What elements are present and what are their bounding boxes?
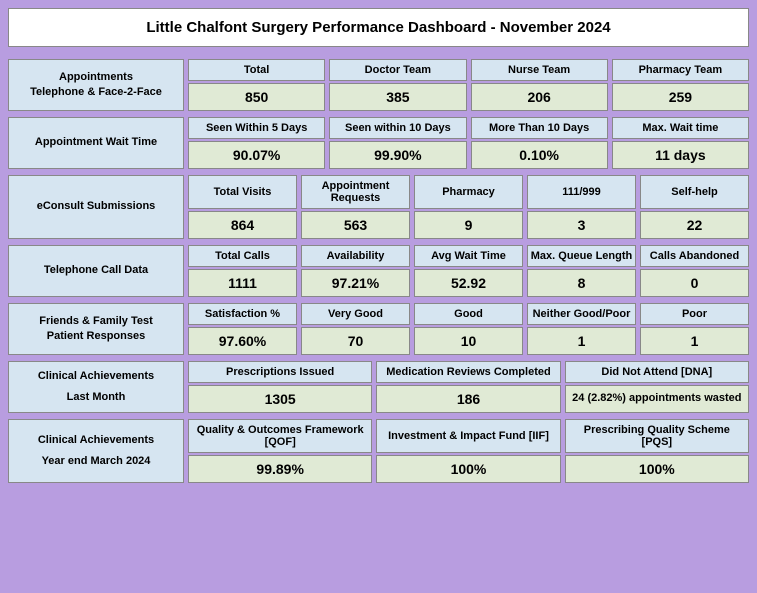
value-cell: 563 — [301, 211, 410, 239]
label-line: Telephone & Face-2-Face — [30, 85, 162, 100]
value-cell: 206 — [471, 83, 608, 111]
col-header: Very Good — [301, 303, 410, 325]
value-cell: 1 — [640, 327, 749, 355]
col-header: Max. Wait time — [612, 117, 749, 139]
appointments-label: Appointments Telephone & Face-2-Face — [8, 59, 184, 111]
section-telephone: Telephone Call Data Total Calls Availabi… — [8, 245, 749, 297]
telephone-label: Telephone Call Data — [8, 245, 184, 297]
value-cell: 186 — [376, 385, 560, 413]
col-header: Quality & Outcomes Framework [QOF] — [188, 419, 372, 453]
col-header: Poor — [640, 303, 749, 325]
value-cell: 100% — [376, 455, 560, 483]
appointments-grid: Total Doctor Team Nurse Team Pharmacy Te… — [188, 59, 749, 111]
col-header: Pharmacy Team — [612, 59, 749, 81]
clinical-month-label: Clinical Achievements Last Month — [8, 361, 184, 413]
col-header: Total Calls — [188, 245, 297, 267]
value-cell: 70 — [301, 327, 410, 355]
value-cell: 1 — [527, 327, 636, 355]
col-header: Max. Queue Length — [527, 245, 636, 267]
col-header: Avg Wait Time — [414, 245, 523, 267]
col-header: Good — [414, 303, 523, 325]
wait-time-grid: Seen Within 5 Days Seen within 10 Days M… — [188, 117, 749, 169]
label-line: Clinical Achievements — [38, 433, 154, 448]
section-wait-time: Appointment Wait Time Seen Within 5 Days… — [8, 117, 749, 169]
value-cell: 99.89% — [188, 455, 372, 483]
clinical-month-grid: Prescriptions Issued Medication Reviews … — [188, 361, 749, 413]
col-header: Did Not Attend [DNA] — [565, 361, 749, 383]
value-cell: 97.21% — [301, 269, 410, 297]
value-cell: 3 — [527, 211, 636, 239]
col-header: 111/999 — [527, 175, 636, 209]
label-line: Patient Responses — [47, 329, 145, 344]
label-line: Last Month — [67, 390, 126, 405]
value-cell: 24 (2.82%) appointments wasted — [565, 385, 749, 413]
col-header: Pharmacy — [414, 175, 523, 209]
col-header: Satisfaction % — [188, 303, 297, 325]
col-header: Availability — [301, 245, 410, 267]
col-header: Investment & Impact Fund [IIF] — [376, 419, 560, 453]
col-header: Neither Good/Poor — [527, 303, 636, 325]
value-cell: 8 — [527, 269, 636, 297]
fft-grid: Satisfaction % Very Good Good Neither Go… — [188, 303, 749, 355]
col-header: Nurse Team — [471, 59, 608, 81]
label-line: Appointments — [59, 70, 133, 85]
value-cell: 259 — [612, 83, 749, 111]
col-header: Prescribing Quality Scheme [PQS] — [565, 419, 749, 453]
label-line: Year end March 2024 — [42, 454, 151, 469]
clinical-year-label: Clinical Achievements Year end March 202… — [8, 419, 184, 483]
value-cell: 385 — [329, 83, 466, 111]
col-header: Doctor Team — [329, 59, 466, 81]
section-econsult: eConsult Submissions Total Visits Appoin… — [8, 175, 749, 239]
section-clinical-month: Clinical Achievements Last Month Prescri… — [8, 361, 749, 413]
value-cell: 0 — [640, 269, 749, 297]
value-cell: 864 — [188, 211, 297, 239]
value-cell: 97.60% — [188, 327, 297, 355]
value-cell: 11 days — [612, 141, 749, 169]
value-cell: 0.10% — [471, 141, 608, 169]
col-header: Total Visits — [188, 175, 297, 209]
fft-label: Friends & Family Test Patient Responses — [8, 303, 184, 355]
telephone-grid: Total Calls Availability Avg Wait Time M… — [188, 245, 749, 297]
section-appointments: Appointments Telephone & Face-2-Face Tot… — [8, 59, 749, 111]
value-cell: 1111 — [188, 269, 297, 297]
section-clinical-year: Clinical Achievements Year end March 202… — [8, 419, 749, 483]
econsult-label: eConsult Submissions — [8, 175, 184, 239]
col-header: More Than 10 Days — [471, 117, 608, 139]
value-cell: 1305 — [188, 385, 372, 413]
col-header: Total — [188, 59, 325, 81]
value-cell: 52.92 — [414, 269, 523, 297]
value-cell: 90.07% — [188, 141, 325, 169]
label-line: Clinical Achievements — [38, 369, 154, 384]
value-cell: 22 — [640, 211, 749, 239]
value-cell: 10 — [414, 327, 523, 355]
label-line: Friends & Family Test — [39, 314, 153, 329]
value-cell: 99.90% — [329, 141, 466, 169]
col-header: Medication Reviews Completed — [376, 361, 560, 383]
section-fft: Friends & Family Test Patient Responses … — [8, 303, 749, 355]
value-cell: 9 — [414, 211, 523, 239]
clinical-year-grid: Quality & Outcomes Framework [QOF] Inves… — [188, 419, 749, 483]
col-header: Prescriptions Issued — [188, 361, 372, 383]
value-cell: 850 — [188, 83, 325, 111]
econsult-grid: Total Visits Appointment Requests Pharma… — [188, 175, 749, 239]
col-header: Self-help — [640, 175, 749, 209]
wait-time-label: Appointment Wait Time — [8, 117, 184, 169]
col-header: Calls Abandoned — [640, 245, 749, 267]
dashboard-title: Little Chalfont Surgery Performance Dash… — [8, 8, 749, 47]
col-header: Seen Within 5 Days — [188, 117, 325, 139]
col-header: Appointment Requests — [301, 175, 410, 209]
value-cell: 100% — [565, 455, 749, 483]
col-header: Seen within 10 Days — [329, 117, 466, 139]
